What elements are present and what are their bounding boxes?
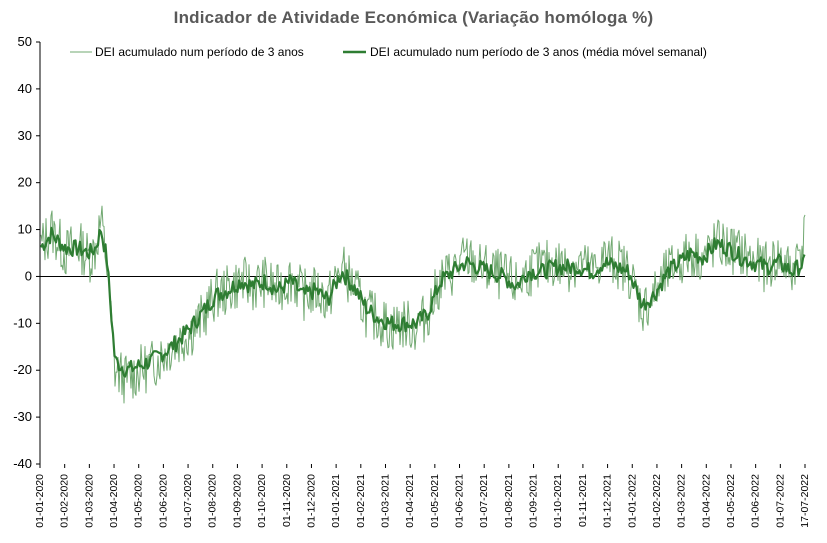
x-tick-label: 01-04-2022 (700, 474, 712, 528)
y-tick-label: 50 (18, 34, 32, 49)
chart-title: Indicador de Atividade Económica (Variaç… (173, 8, 654, 27)
x-tick-label: 01-03-2022 (676, 474, 688, 528)
y-tick-label: 10 (18, 222, 32, 237)
y-tick-label: 0 (25, 268, 32, 283)
y-tick-label: 20 (18, 175, 32, 190)
y-axis-ticks: 50 40 30 20 10 0 -10 -20 -30 -40 (13, 34, 40, 471)
y-tick-label: -30 (13, 409, 32, 424)
x-tick-label: 01-02-2022 (651, 474, 663, 528)
x-tick-label: 01-04-2020 (108, 474, 120, 528)
legend: DEI acumulado num período de 3 anos DEI a… (70, 45, 707, 59)
axes (39, 42, 805, 464)
x-tick-label: 01-07-2020 (182, 474, 194, 528)
x-tick-label: 01-06-2020 (157, 474, 169, 528)
x-tick-label: 01-11-2021 (577, 474, 589, 527)
x-tick-label: 01-01-2021 (330, 474, 342, 528)
x-tick-label: 01-11-2020 (281, 474, 293, 527)
x-tick-label: 01-10-2021 (552, 474, 564, 528)
x-tick-label: 01-01-2022 (626, 474, 638, 528)
x-tick-label: 01-12-2021 (602, 474, 614, 528)
legend-label-daily: DEI acumulado num período de 3 anos (95, 45, 304, 59)
x-tick-label: 01-07-2022 (774, 474, 786, 528)
x-tick-label: 01-09-2021 (528, 474, 540, 528)
x-tick-label: 01-01-2020 (34, 474, 46, 528)
x-tick-label: 01-03-2021 (379, 474, 391, 528)
x-tick-label: 01-05-2021 (429, 474, 441, 528)
y-tick-label: -10 (13, 315, 32, 330)
x-tick-label: 01-03-2020 (83, 474, 95, 528)
x-tick-label: 17-07-2022 (799, 474, 811, 528)
y-tick-label: 40 (18, 81, 32, 96)
x-tick-label: 01-05-2020 (133, 474, 145, 528)
x-tick-label: 01-04-2021 (404, 474, 416, 528)
x-tick-label: 01-06-2022 (750, 474, 762, 528)
x-tick-label: 01-09-2020 (231, 474, 243, 528)
y-tick-label: -40 (13, 456, 32, 471)
legend-label-weekly: DEI acumulado num período de 3 anos (méd… (370, 45, 707, 59)
x-tick-label: 01-02-2021 (355, 474, 367, 528)
x-tick-label: 01-02-2020 (59, 474, 71, 528)
y-tick-label: -20 (13, 362, 32, 377)
y-tick-label: 30 (18, 128, 32, 143)
x-tick-label: 01-12-2020 (305, 474, 317, 528)
series-layer (40, 205, 806, 404)
x-tick-label: 01-07-2021 (478, 474, 490, 528)
x-axis-ticks: 01-01-2020 01-02-2020 01-03-2020 01-04-2020… (34, 464, 811, 528)
x-tick-label: 01-08-2021 (503, 474, 515, 528)
series-weekly-line (40, 226, 806, 378)
x-tick-label: 01-10-2020 (256, 474, 268, 528)
series-daily-line (40, 205, 806, 404)
x-tick-label: 01-05-2022 (725, 474, 737, 528)
x-tick-label: 01-08-2020 (207, 474, 219, 528)
x-tick-label: 01-06-2021 (454, 474, 466, 528)
